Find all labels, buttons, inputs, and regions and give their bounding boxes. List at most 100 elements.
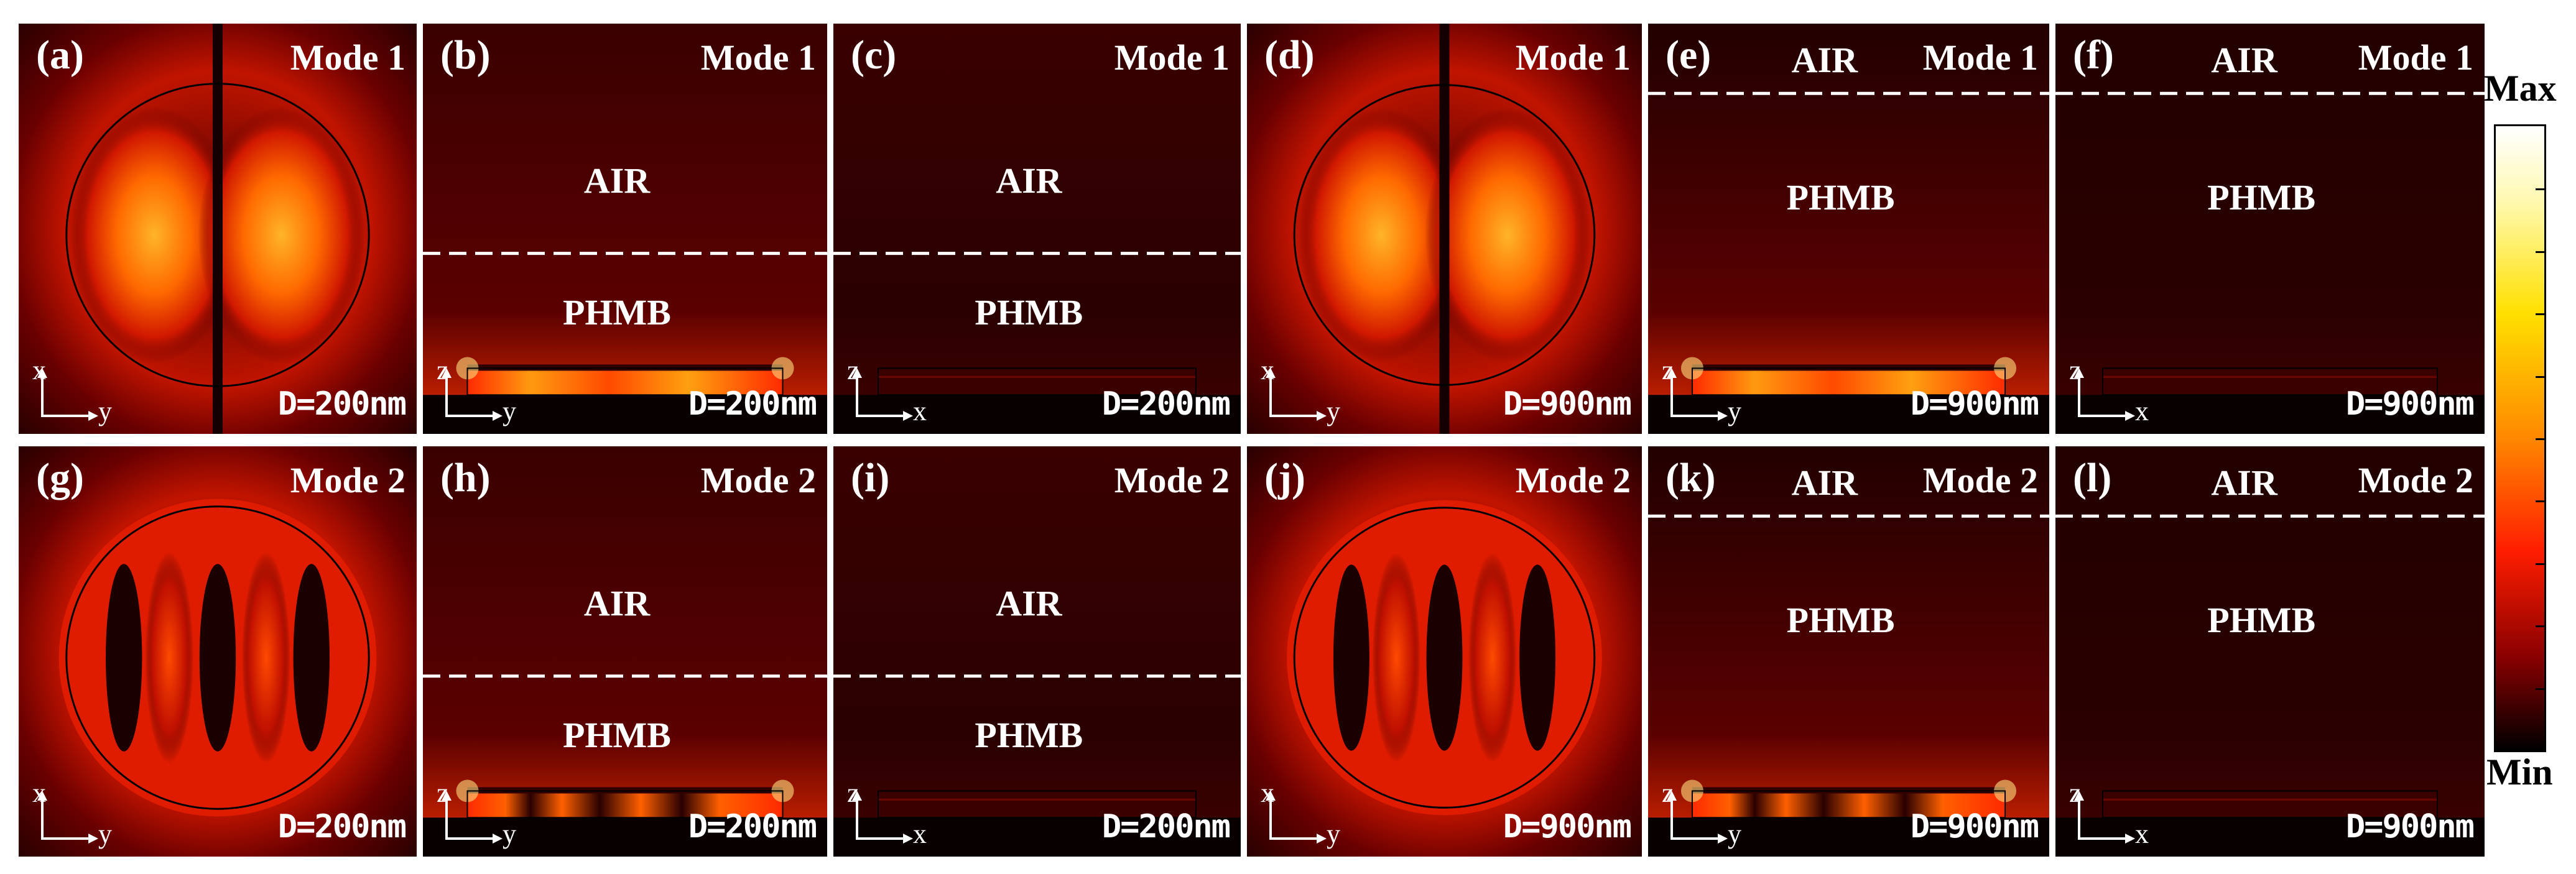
axis-vertical-label: x	[32, 355, 46, 385]
field-map	[1648, 24, 2049, 434]
diameter-label: D=200nm	[1101, 808, 1231, 845]
mode-label: Mode 2	[1515, 460, 1631, 500]
field-map	[1247, 446, 1642, 857]
phmb-region-label: PHMB	[1786, 177, 1895, 218]
axis-vertical-label: z	[1662, 355, 1674, 385]
panel-label: (b)	[440, 32, 491, 78]
panel-f: (f) Mode 1 D=900nm AIR PHMB z x	[2055, 24, 2485, 434]
panel-label: (c)	[851, 32, 897, 78]
diameter-label: D=900nm	[2345, 808, 2475, 845]
diameter-label: D=900nm	[1503, 808, 1632, 845]
phmb-region-label: PHMB	[1786, 599, 1895, 640]
panel-label: (l)	[2073, 455, 2112, 500]
mode-label: Mode 1	[700, 37, 816, 78]
axis-vertical-label: z	[847, 778, 859, 808]
colorbar-tick	[2536, 688, 2544, 690]
panel-j: (j) Mode 2 D=900nm x y	[1247, 446, 1642, 857]
panel-a: (a) Mode 1 D=200nm x y	[19, 24, 417, 434]
colorbar-min-label: Min	[2486, 752, 2553, 793]
panel-label: (k)	[1666, 455, 1716, 500]
phmb-region-label: PHMB	[2207, 177, 2316, 218]
diameter-label: D=900nm	[1503, 385, 1632, 423]
air-region-label: AIR	[996, 583, 1062, 624]
mode-label: Mode 1	[1114, 37, 1230, 78]
axis-horizontal-label: x	[2135, 396, 2149, 426]
colorbar-tick	[2536, 251, 2544, 253]
panel-label: (i)	[851, 455, 890, 500]
field-map	[2055, 24, 2485, 434]
field-map	[1648, 446, 2049, 857]
axis-vertical-label: x	[1261, 355, 1274, 385]
field-map	[833, 446, 1241, 857]
colorbar-max-label: Max	[2484, 68, 2557, 109]
mode-label: Mode 2	[290, 460, 405, 500]
panel-label: (h)	[440, 455, 491, 500]
colorbar-tick	[2536, 563, 2544, 565]
axis-horizontal-label: y	[503, 819, 516, 849]
panel-label: (g)	[36, 455, 84, 500]
air-region-label: AIR	[1791, 40, 1858, 80]
phmb-region-label: PHMB	[563, 714, 671, 755]
colorbar-tick	[2536, 438, 2544, 440]
mode-label: Mode 1	[1922, 37, 2038, 78]
mode-label: Mode 1	[290, 37, 405, 78]
axis-horizontal-label: y	[98, 396, 112, 426]
panel-label: (f)	[2073, 32, 2114, 78]
panel-label: (e)	[1666, 32, 1712, 78]
mode-label: Mode 2	[1922, 460, 2038, 500]
mode-label: Mode 2	[2358, 460, 2473, 500]
colorbar-tick	[2536, 500, 2544, 503]
axis-horizontal-label: y	[1327, 396, 1340, 426]
axis-horizontal-label: y	[1728, 396, 1741, 426]
diameter-label: D=900nm	[1910, 808, 2039, 845]
field-map	[19, 446, 417, 857]
axis-horizontal-label: y	[1728, 819, 1741, 849]
diameter-label: D=200nm	[688, 808, 817, 845]
phmb-region-label: PHMB	[563, 292, 671, 333]
axis-horizontal-label: x	[2135, 819, 2149, 849]
panel-h: (h) Mode 2 D=200nm AIR PHMB z y	[423, 446, 827, 857]
axis-horizontal-label: y	[1327, 819, 1340, 849]
panel-k: (k) Mode 2 D=900nm AIR PHMB z y	[1648, 446, 2049, 857]
air-region-label: AIR	[996, 160, 1062, 201]
field-map	[1247, 24, 1642, 434]
field-map	[2055, 446, 2485, 857]
diameter-label: D=900nm	[2345, 385, 2475, 423]
air-region-label: AIR	[583, 583, 651, 624]
air-region-label: AIR	[2211, 40, 2277, 80]
colorbar-tick	[2536, 313, 2544, 316]
axis-horizontal-label: x	[913, 819, 927, 849]
phmb-region-label: PHMB	[975, 714, 1083, 755]
axis-vertical-label: z	[437, 355, 449, 385]
colorbar-tick	[2536, 625, 2544, 628]
phmb-region-label: PHMB	[2207, 599, 2316, 640]
axis-vertical-label: z	[2069, 778, 2082, 808]
axis-vertical-label: z	[847, 355, 859, 385]
axis-horizontal-label: x	[913, 396, 927, 426]
field-map	[423, 24, 827, 434]
diameter-label: D=200nm	[1101, 385, 1231, 423]
diameter-label: D=200nm	[688, 385, 817, 423]
mode-label: Mode 2	[700, 460, 816, 500]
field-map	[423, 446, 827, 857]
panel-d: (d) Mode 1 D=900nm x y	[1247, 24, 1642, 434]
air-region-label: AIR	[2211, 462, 2277, 503]
panel-b: (b) Mode 1 D=200nm AIR PHMB z y	[423, 24, 827, 434]
diameter-label: D=200nm	[277, 808, 407, 845]
axis-vertical-label: z	[1662, 778, 1674, 808]
panel-label: (j)	[1264, 455, 1305, 500]
field-map	[19, 24, 417, 434]
diameter-label: D=200nm	[277, 385, 407, 423]
